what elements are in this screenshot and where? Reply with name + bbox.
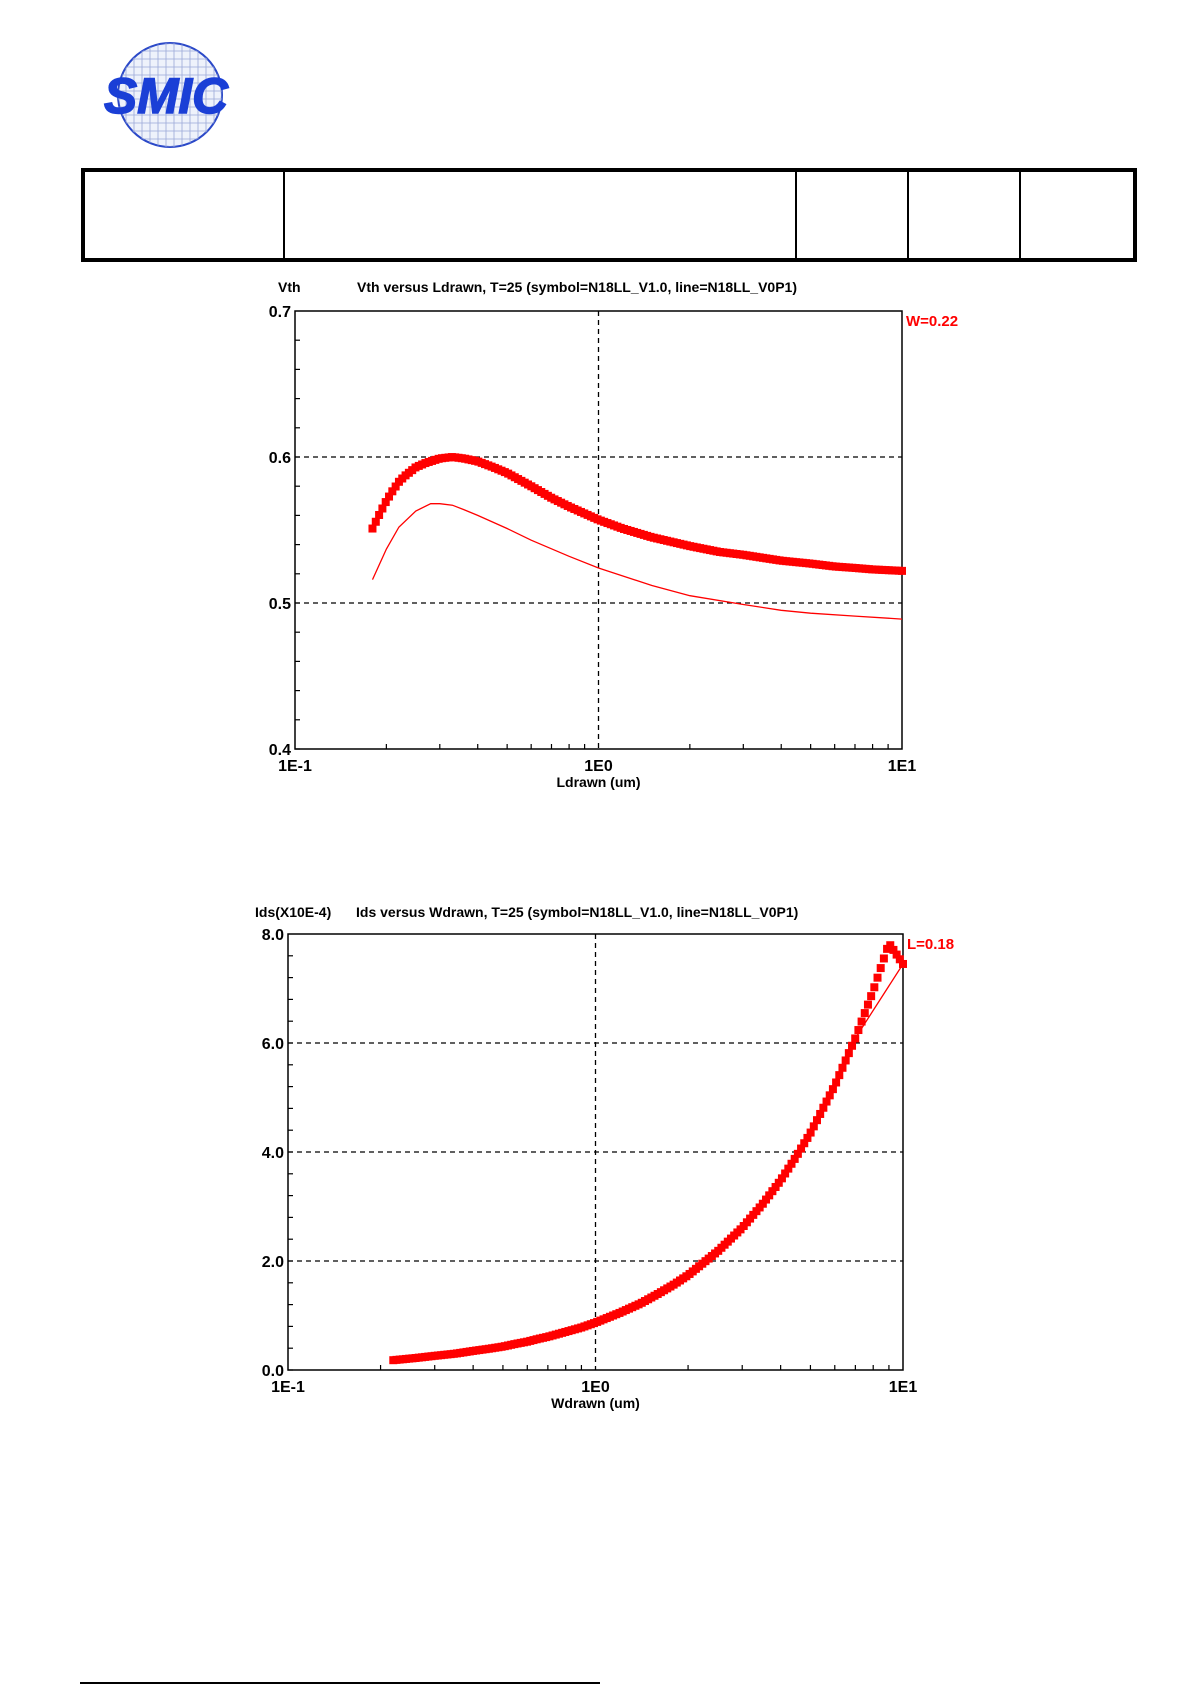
y-tick-label: 6.0 bbox=[262, 1036, 284, 1053]
chart-svg: Ids(X10E-4) Ids versus Wdrawn, T=25 (symb… bbox=[255, 904, 954, 1411]
x-tick-label: 1E1 bbox=[889, 1379, 918, 1396]
x-tick-label: 1E1 bbox=[888, 758, 917, 775]
model-line-series bbox=[393, 963, 904, 1361]
x-tick-label: 1E0 bbox=[584, 758, 613, 775]
vth-vs-ldrawn-chart: Vth Vth versus Ldrawn, T=25 (symbol=N18LL… bbox=[0, 270, 1191, 810]
curve-parameter-label: W=0.22 bbox=[906, 313, 958, 330]
curve-parameter-label: L=0.18 bbox=[907, 936, 954, 953]
header-cell bbox=[85, 172, 286, 258]
x-tick-label: 1E-1 bbox=[278, 758, 312, 775]
chart-title: Vth versus Ldrawn, T=25 (symbol=N18LL_V1… bbox=[357, 279, 797, 295]
y-tick-label: 0.6 bbox=[269, 450, 291, 467]
ids-vs-wdrawn-chart: Ids(X10E-4) Ids versus Wdrawn, T=25 (symb… bbox=[0, 895, 1191, 1435]
chart-title: Ids versus Wdrawn, T=25 (symbol=N18LL_V1… bbox=[356, 904, 798, 920]
logo-text: SMIC bbox=[104, 68, 229, 124]
globe-icon: SMIC bbox=[103, 42, 230, 148]
y-tick-label: 8.0 bbox=[262, 927, 284, 944]
document-header-table bbox=[81, 168, 1137, 262]
measured-symbol-series bbox=[389, 941, 907, 1365]
header-cell bbox=[285, 172, 797, 258]
x-tick-label: 1E-1 bbox=[271, 1379, 305, 1396]
measured-symbol-series bbox=[368, 453, 906, 575]
y-tick-label: 4.0 bbox=[262, 1145, 284, 1162]
y-axis-label: Vth bbox=[278, 279, 301, 295]
y-tick-label: 0.7 bbox=[269, 304, 291, 321]
header-cell bbox=[909, 172, 1021, 258]
chart-svg: Vth Vth versus Ldrawn, T=25 (symbol=N18LL… bbox=[269, 279, 958, 790]
smic-logo: SMIC bbox=[100, 40, 234, 150]
y-tick-label: 0.0 bbox=[262, 1363, 284, 1380]
x-axis-label: Wdrawn (um) bbox=[551, 1395, 640, 1411]
x-axis-label: Ldrawn (um) bbox=[557, 774, 641, 790]
header-cell bbox=[1021, 172, 1133, 258]
header-cell bbox=[797, 172, 909, 258]
y-tick-label: 0.5 bbox=[269, 596, 291, 613]
y-tick-label: 2.0 bbox=[262, 1254, 284, 1271]
x-tick-label: 1E0 bbox=[581, 1379, 610, 1396]
page-footer-rule bbox=[80, 1682, 600, 1684]
y-tick-label: 0.4 bbox=[269, 742, 291, 759]
model-line-series bbox=[371, 503, 903, 620]
plot-frame bbox=[294, 310, 903, 750]
y-axis-label: Ids(X10E-4) bbox=[255, 904, 331, 920]
